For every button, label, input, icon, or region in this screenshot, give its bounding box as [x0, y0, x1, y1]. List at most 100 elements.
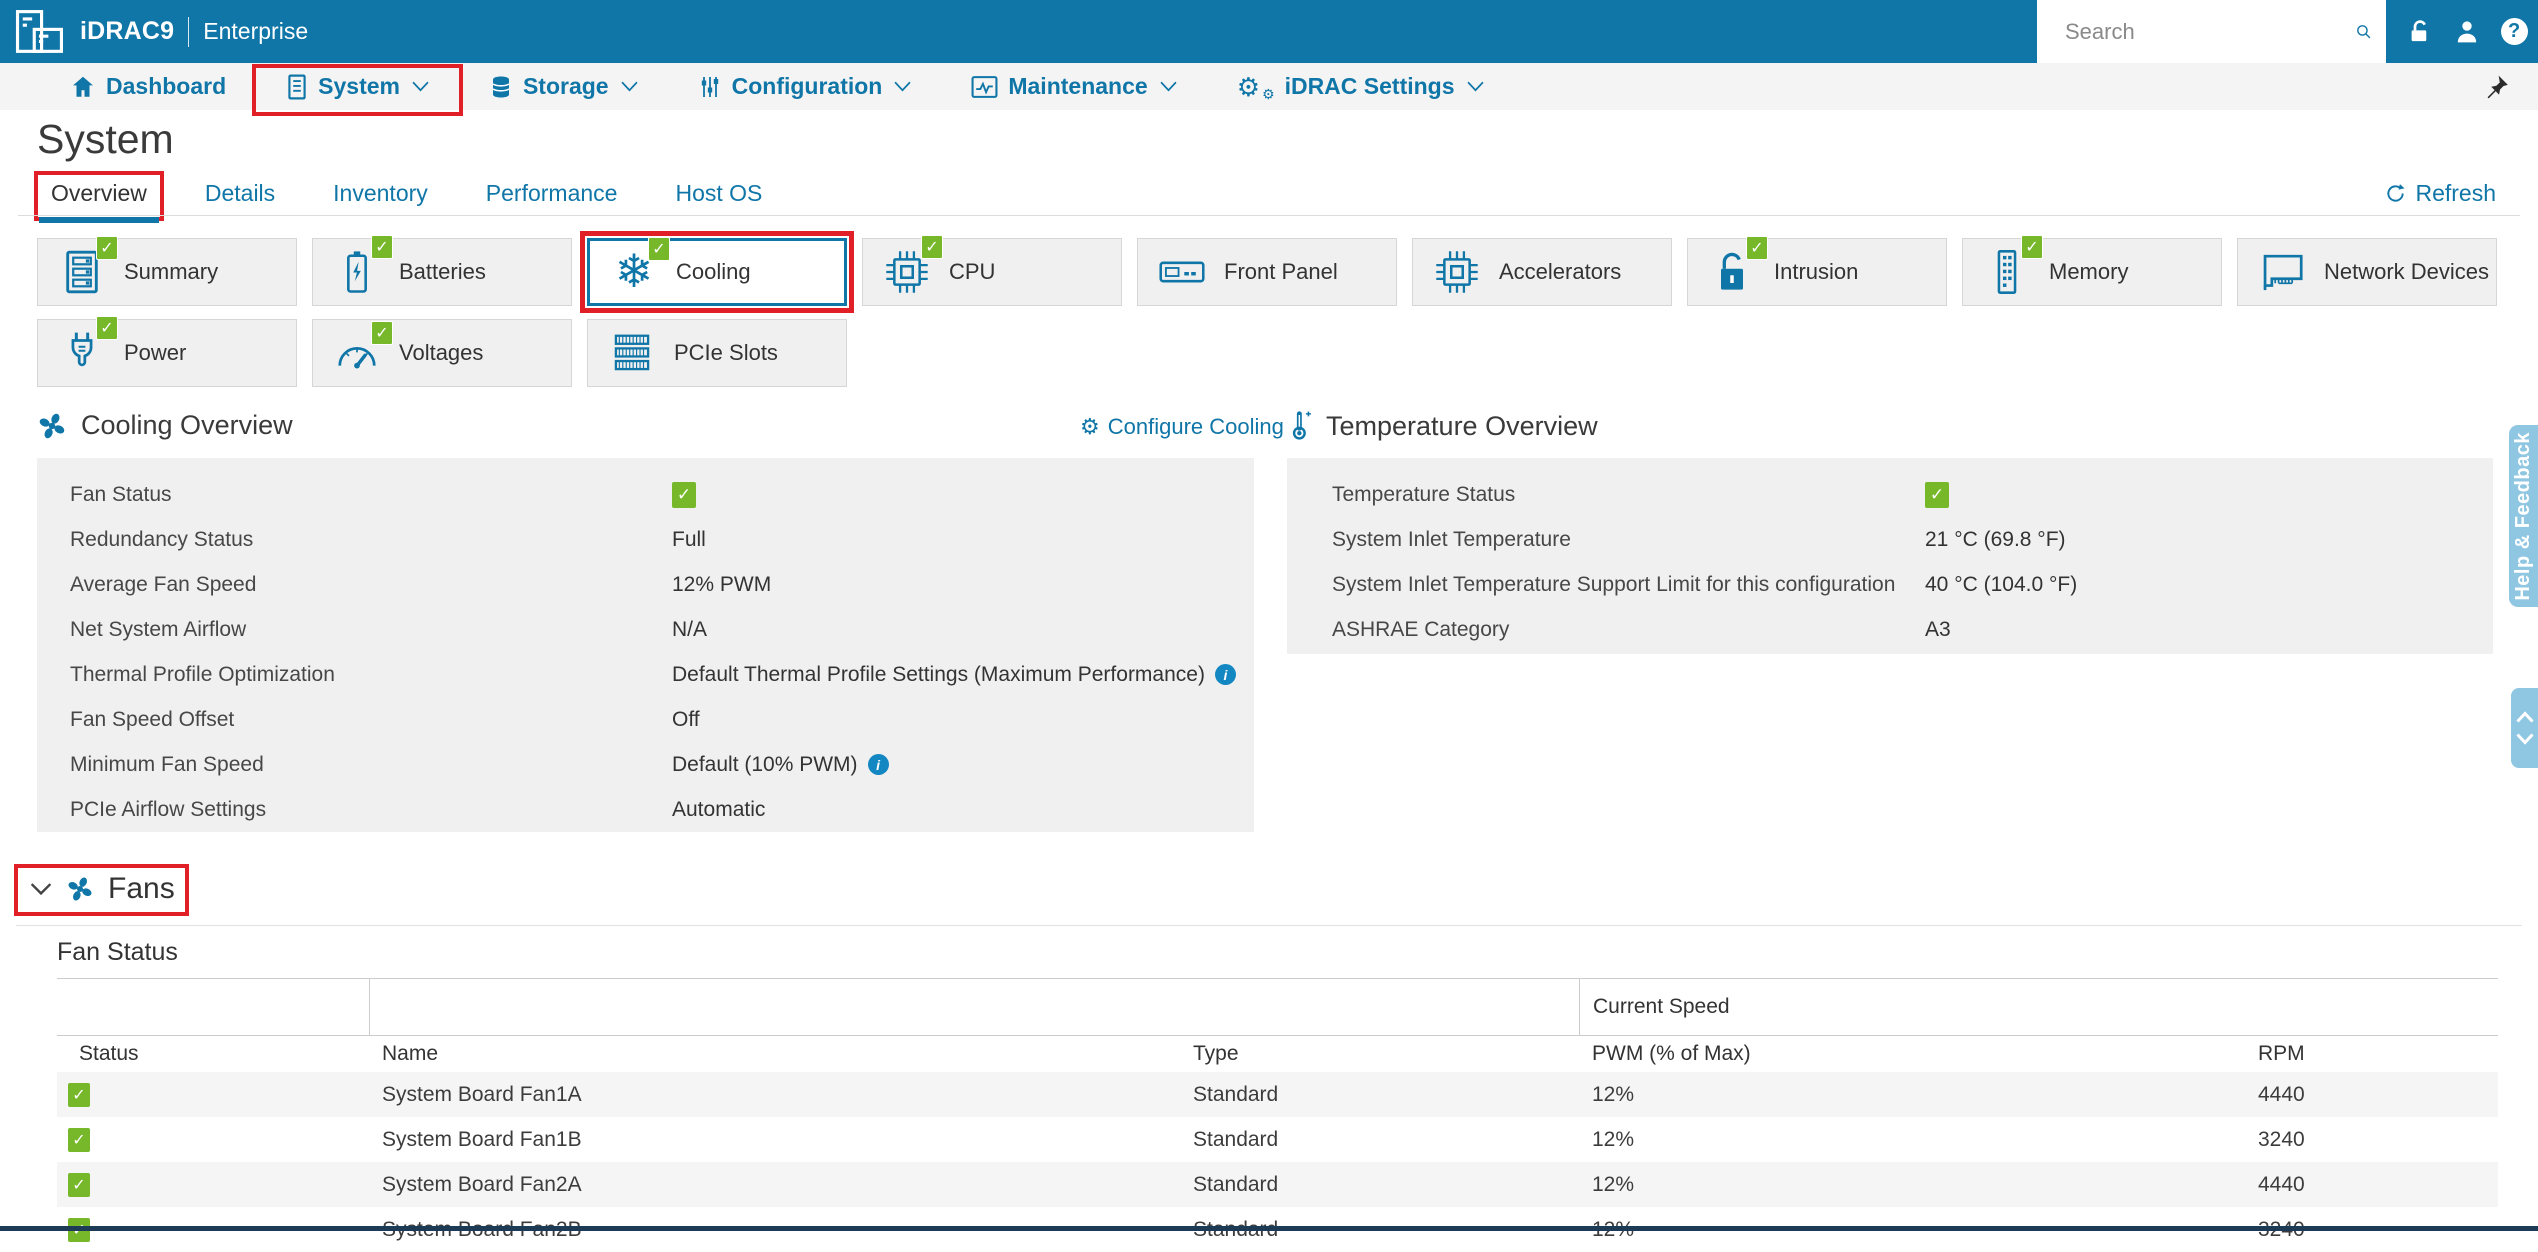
tile-label: Batteries [399, 259, 486, 284]
scroll-widget [2511, 688, 2538, 768]
fans-section-header[interactable]: Fans [14, 864, 189, 916]
fan-status-title: Fan Status [57, 938, 178, 966]
scroll-down-icon[interactable] [2515, 733, 2534, 745]
col-rpm: RPM [2258, 1042, 2305, 1065]
table-row: ✓ System Board Fan1B Standard 12% 3240 [57, 1117, 2498, 1162]
tile-cpu[interactable]: ✓ CPU [862, 235, 1122, 306]
nav-label: Dashboard [106, 73, 227, 99]
status-ok-badge: ✓ [68, 1082, 90, 1107]
nav-item-dashboard[interactable]: Dashboard [40, 63, 256, 110]
tile-cooling[interactable]: ❄ ✓ Cooling [580, 231, 854, 313]
tile-label: CPU [949, 259, 996, 284]
cooling-overview-header: Cooling Overview [37, 410, 293, 441]
tab-performance[interactable]: Performance [474, 176, 630, 215]
tile-voltages[interactable]: ✓ Voltages [312, 319, 572, 387]
tile-label: Memory [2049, 259, 2129, 284]
tile-label: PCIe Slots [674, 340, 778, 365]
refresh-icon [2387, 184, 2405, 202]
tile-label: Accelerators [1499, 259, 1622, 284]
check-badge: ✓ [648, 237, 670, 262]
nav-item-maintenance[interactable]: Maintenance [941, 63, 1206, 110]
chevron-down-icon [412, 81, 429, 92]
fans-section-label: Fans [108, 872, 175, 905]
nav-item-configuration[interactable]: Configuration [668, 63, 942, 110]
idrac-logo [15, 9, 63, 53]
storage-icon [492, 76, 510, 97]
main-nav: Dashboard System Storage Configuration [0, 63, 2538, 116]
configure-cooling-link[interactable]: ⚙ Configure Cooling [1080, 414, 1284, 440]
nav-label: Storage [522, 73, 609, 99]
cooling-row-thermal-profile: Thermal Profile Optimization Default The… [37, 652, 1254, 697]
summary-icon [66, 250, 98, 294]
tile-intrusion[interactable]: ✓ Intrusion [1687, 236, 1947, 306]
section-title: Temperature Overview [1326, 410, 1598, 441]
nav-item-system[interactable]: System [252, 63, 463, 116]
cooling-row-min-fan-speed: Minimum Fan Speed Default (10% PWM) i [37, 742, 1254, 787]
help-feedback-tab[interactable]: Help & Feedback [2509, 425, 2538, 607]
pin-icon[interactable] [2484, 73, 2510, 101]
brand: iDRAC9 Enterprise [0, 9, 308, 55]
temperature-overview-panel: Temperature Status ✓ System Inlet Temper… [1287, 458, 2493, 654]
battery-icon [347, 251, 367, 293]
bottom-window-edge [0, 1226, 2538, 1231]
help-icon[interactable]: ? [2500, 18, 2528, 45]
col-type: Type [1193, 1042, 1239, 1065]
tab-details[interactable]: Details [193, 176, 287, 215]
temp-row-ashrae: ASHRAE Category A3 [1332, 617, 1951, 641]
temp-row-support-limit: System Inlet Temperature Support Limit f… [1332, 572, 2078, 596]
tab-overview[interactable]: Overview [34, 171, 164, 223]
configure-cooling-label: Configure Cooling [1107, 414, 1284, 439]
status-ok-badge: ✓ [1925, 481, 1949, 508]
tile-batteries[interactable]: ✓ Batteries [312, 235, 572, 306]
thermometer-icon [1292, 411, 1311, 440]
help-feedback-label: Help & Feedback [2512, 431, 2534, 601]
tile-accelerators[interactable]: Accelerators [1412, 238, 1672, 306]
group-header-current-speed: Current Speed [1579, 979, 2498, 1035]
info-icon[interactable]: i [867, 754, 889, 775]
page-title: System [37, 116, 174, 162]
user-icon[interactable] [2454, 18, 2480, 45]
gauge-icon [338, 347, 376, 369]
search-box [2037, 0, 2386, 63]
collapse-chevron-icon[interactable] [30, 882, 52, 896]
nav-item-storage[interactable]: Storage [459, 63, 668, 110]
tile-label: Front Panel [1224, 259, 1338, 284]
fans-divider [16, 925, 2522, 926]
unlock-icon[interactable] [2406, 18, 2433, 45]
chevron-down-icon [1160, 81, 1177, 92]
check-badge: ✓ [96, 236, 118, 260]
cooling-icon: ❄ [614, 245, 654, 298]
tile-label: Power [124, 340, 187, 365]
gear-small-icon: ⚙ [1262, 85, 1275, 102]
scroll-up-icon[interactable] [2515, 711, 2534, 723]
tab-host-os[interactable]: Host OS [663, 176, 774, 215]
check-badge: ✓ [2021, 235, 2043, 259]
front-panel-icon [1159, 261, 1205, 283]
col-status: Status [79, 1042, 139, 1065]
check-badge: ✓ [371, 235, 393, 259]
tile-front-panel[interactable]: Front Panel [1137, 238, 1397, 306]
refresh-button[interactable]: Refresh [2384, 180, 2496, 207]
fan-icon [68, 877, 92, 901]
tile-pcie-slots[interactable]: PCIe Slots [587, 319, 847, 387]
check-badge: ✓ [1746, 236, 1768, 260]
tile-memory[interactable]: ✓ Memory [1962, 235, 2222, 306]
search-input[interactable] [2063, 17, 2355, 46]
tabs-divider [18, 215, 2520, 216]
status-ok-badge: ✓ [68, 1127, 90, 1152]
tile-network-devices[interactable]: Network Devices [2237, 238, 2497, 306]
check-badge: ✓ [371, 321, 393, 345]
tile-summary[interactable]: ✓ Summary [37, 236, 297, 306]
topbar-icons: ? [2396, 0, 2538, 63]
lock-icon [1721, 252, 1743, 290]
tile-label: Intrusion [1774, 259, 1859, 284]
tab-inventory[interactable]: Inventory [321, 176, 440, 215]
search-icon[interactable] [2355, 18, 2372, 45]
memory-icon [1997, 250, 2017, 294]
info-icon[interactable]: i [1214, 664, 1236, 685]
tile-power[interactable]: ✓ Power [37, 316, 297, 387]
network-card-icon [2263, 254, 2303, 291]
pcie-slots-icon [614, 334, 650, 371]
nav-item-idrac-settings[interactable]: ⚙ ⚙ iDRAC Settings [1207, 63, 1514, 110]
home-icon [73, 76, 93, 97]
